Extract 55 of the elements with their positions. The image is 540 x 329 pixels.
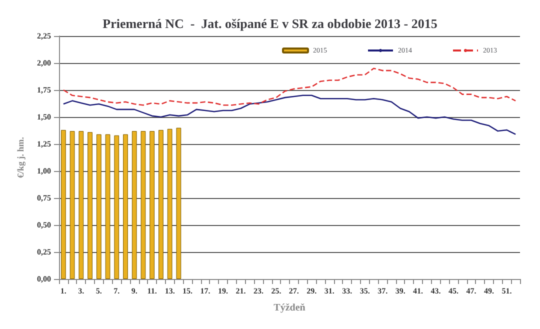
- x-tick-label: 23.: [253, 286, 264, 296]
- bar: [167, 128, 172, 279]
- x-tick-label: 11.: [147, 286, 157, 296]
- x-tick-label: 31.: [324, 286, 334, 296]
- bar: [78, 131, 84, 279]
- x-tick-label: 7.: [114, 286, 120, 296]
- y-tick-label: 1,25: [37, 140, 51, 148]
- bar: [88, 132, 92, 279]
- x-tick-label: 25.: [271, 286, 282, 296]
- x-tick-label: 45.: [448, 286, 459, 296]
- y-tick-label: 1,00: [37, 166, 51, 176]
- bar: [60, 130, 66, 279]
- bar: [96, 134, 102, 279]
- bar: [105, 134, 110, 279]
- x-tick-label: 39.: [395, 286, 406, 296]
- x-tick-label: 33.: [342, 286, 352, 296]
- bar: [176, 128, 182, 279]
- x-tick-label: 47.: [466, 286, 476, 296]
- bar: [140, 131, 146, 279]
- x-tick-label: 5.: [96, 286, 102, 296]
- x-tick-label: 49.: [484, 286, 494, 296]
- bar: [158, 130, 164, 279]
- x-tick-label: 27.: [288, 286, 299, 296]
- x-tick-label: 21.: [236, 286, 246, 296]
- x-tick-label: 17.: [200, 286, 210, 296]
- y-tick-label: 0,25: [37, 248, 51, 256]
- x-tick-label: 37.: [378, 286, 388, 296]
- x-tick-label: 3.: [78, 286, 84, 296]
- y-axis-title: €/kg j. hm.: [16, 136, 26, 178]
- x-tick-label: 15.: [182, 286, 193, 296]
- y-tick-label: 0,50: [37, 220, 51, 230]
- x-tick-label: 1.: [60, 286, 66, 296]
- bar: [150, 131, 155, 279]
- bar: [123, 134, 128, 279]
- x-tick-label: 19.: [218, 286, 228, 296]
- y-tick-label: 1,50: [37, 112, 51, 122]
- x-tick-label: 13.: [164, 286, 175, 296]
- x-tick-label: 51.: [502, 286, 512, 296]
- line-series: [62, 94, 516, 135]
- x-tick-label: 29.: [306, 286, 317, 296]
- x-axis-title: Týždeň: [274, 302, 306, 314]
- y-tick-label: 2,25: [37, 32, 51, 40]
- line-series: [62, 68, 516, 106]
- x-tick-label: 9.: [131, 286, 138, 296]
- bar: [114, 135, 120, 279]
- x-tick-label: 43.: [430, 286, 441, 296]
- y-tick-label: 2,00: [37, 58, 51, 68]
- y-tick-label: 0,75: [37, 194, 51, 202]
- x-tick-label: 41.: [413, 286, 424, 296]
- chart-title: Priemerná NC - Jat. ošípané E v SR za obdobie 2013 - 2015: [102, 16, 438, 31]
- y-tick-label: 1,75: [37, 86, 51, 94]
- x-tick-label: 35.: [360, 286, 370, 296]
- bar: [132, 131, 137, 279]
- bar: [70, 131, 75, 279]
- y-tick-label: 0,00: [37, 274, 51, 284]
